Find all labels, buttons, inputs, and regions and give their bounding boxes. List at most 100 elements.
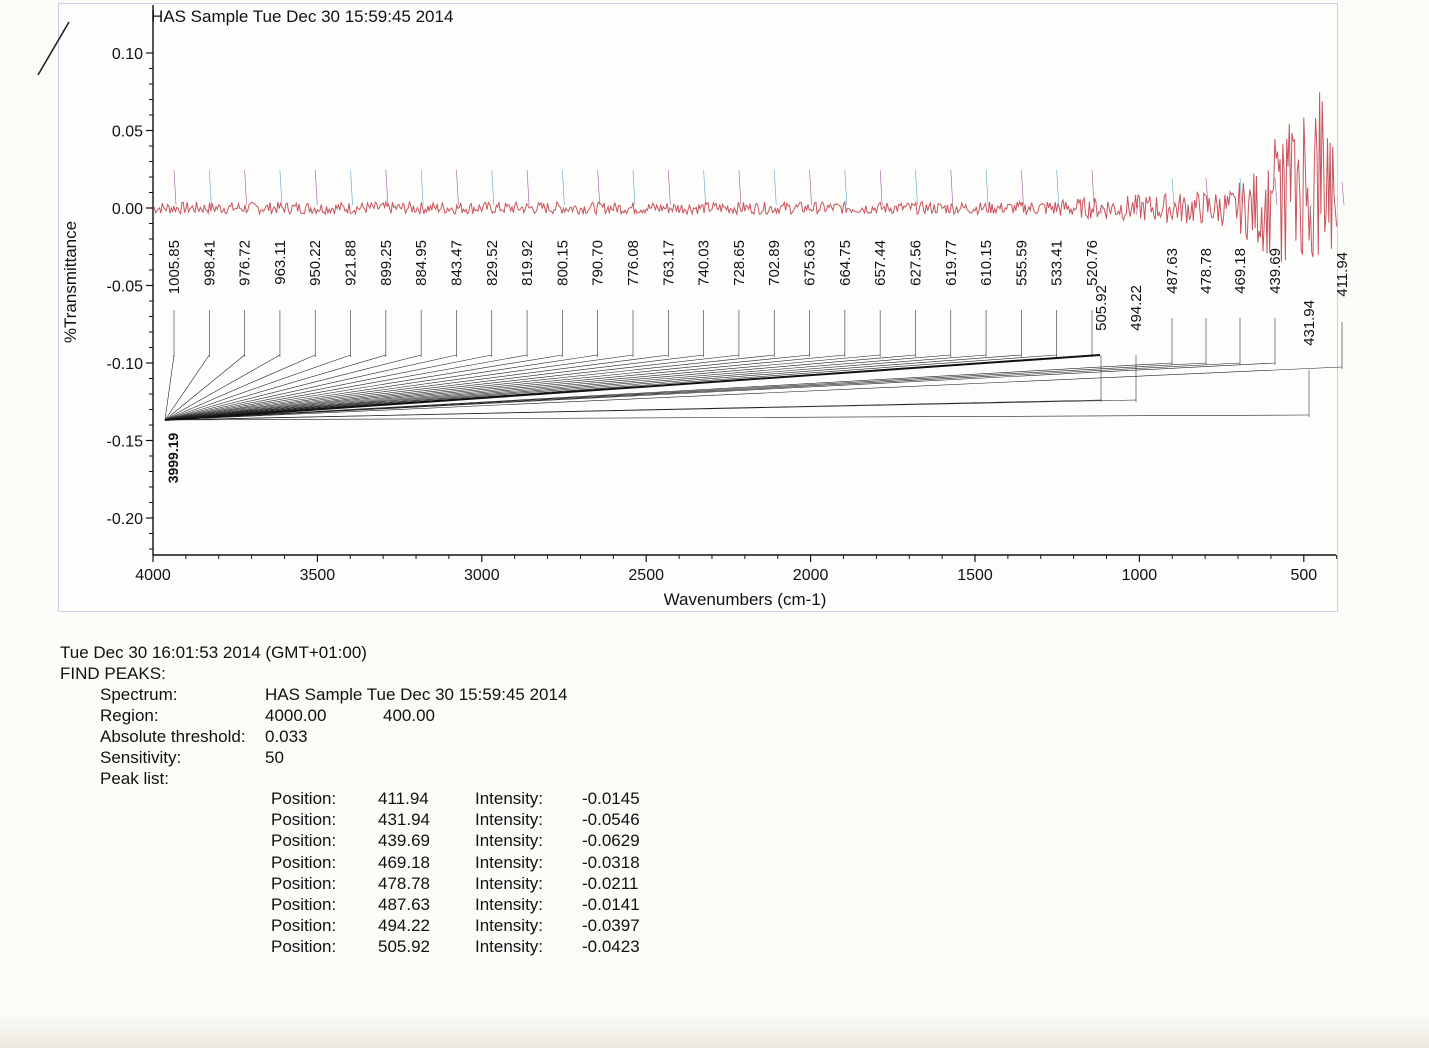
peak-leader — [164, 354, 528, 421]
peak-label: 657.44 — [872, 240, 889, 286]
peak-marker — [950, 169, 954, 206]
peak-label: 740.03 — [696, 240, 713, 286]
y-tick-label: -0.15 — [107, 434, 144, 451]
peak-marker — [738, 169, 742, 206]
spectrum-line — [152, 92, 1338, 262]
peak-label: 675.63 — [802, 240, 819, 286]
position-label: Position: — [271, 810, 337, 830]
peak-marker — [350, 169, 353, 206]
peak-list-label: Peak list: — [100, 769, 169, 788]
peak-label: 627.56 — [907, 240, 924, 286]
peak-marker — [632, 169, 636, 206]
peak-leader — [164, 354, 704, 421]
peak-marker — [1056, 169, 1059, 206]
intensity-label: Intensity: — [475, 831, 544, 851]
peak-marker — [1100, 204, 1104, 216]
position-label: Position: — [271, 789, 337, 808]
peak-leader — [164, 354, 563, 421]
peak-label: 520.76 — [1084, 240, 1101, 286]
report-heading: FIND PEAKS: — [60, 664, 166, 683]
y-axis-label: %Transmittance — [61, 221, 80, 343]
x-tick-label: 1500 — [957, 567, 993, 584]
region-start: 4000.00 — [265, 706, 327, 725]
y-tick-label: -0.10 — [107, 356, 144, 373]
peak-label: 469.18 — [1232, 248, 1249, 294]
position-label: Position: — [271, 916, 337, 936]
x-tick-label: 3000 — [464, 567, 500, 584]
peak-label: 664.75 — [837, 240, 854, 286]
peak-label: 533.41 — [1049, 240, 1066, 286]
x-axis-label: Wavenumbers (cm-1) — [664, 590, 827, 609]
peak-label: 976.72 — [237, 240, 254, 286]
x-tick-label: 2500 — [628, 567, 664, 584]
peak-label: 1005.85 — [166, 240, 183, 294]
peak-marker — [1205, 177, 1209, 206]
peak-marker — [844, 169, 848, 206]
intensity-value: -0.0629 — [582, 831, 640, 851]
peak-marker — [244, 169, 247, 206]
x-tick-label: 500 — [1290, 567, 1317, 584]
y-tick-label: 0.05 — [112, 124, 143, 141]
peak-labels: 1005.85 998.41 976.72 963.11 950.22 921.88 899… — [166, 240, 1351, 346]
threshold-label: Absolute threshold: — [100, 727, 246, 746]
intensity-label: Intensity: — [475, 937, 544, 957]
peak-marker — [1021, 169, 1024, 206]
intensity-value: -0.0145 — [582, 789, 640, 808]
peak-leader — [164, 354, 457, 421]
position-value: 487.63 — [378, 895, 430, 914]
peak-label: 702.89 — [766, 240, 783, 286]
peak-marker — [491, 169, 495, 206]
spectrum-label: Spectrum: — [100, 685, 178, 704]
peak-marker — [915, 169, 918, 206]
peak-leader — [164, 399, 1137, 421]
peak-leader — [164, 354, 634, 421]
peak-label: 763.17 — [660, 240, 677, 286]
intensity-label: Intensity: — [475, 873, 544, 893]
overlapping-peak-labels: 3999.19 — [165, 432, 181, 483]
x-tick-label: 2000 — [793, 567, 829, 584]
leader-bundle — [164, 354, 1101, 421]
peak-label: 843.47 — [448, 240, 465, 286]
position-value: 505.92 — [378, 937, 430, 957]
peak-leader — [164, 362, 1173, 421]
peak-leader — [164, 354, 316, 421]
peak-label: 899.25 — [378, 240, 395, 286]
position-label: Position: — [271, 937, 337, 957]
peak-label: 487.63 — [1164, 248, 1181, 294]
position-value: 469.18 — [378, 852, 430, 872]
peak-leader — [164, 354, 175, 421]
peak-leader — [164, 354, 598, 421]
peak-marker — [1341, 181, 1345, 206]
peak-leader-lines — [164, 169, 1345, 421]
position-value: 411.94 — [378, 789, 429, 808]
report-timestamp: Tue Dec 30 16:01:53 2014 (GMT+01:00) — [60, 643, 367, 662]
peak-leader — [164, 354, 492, 421]
peak-marker — [1171, 177, 1175, 206]
peak-label: 800.15 — [554, 240, 571, 286]
peak-marker — [562, 169, 565, 206]
intensity-value: -0.0211 — [582, 873, 639, 893]
peak-marker — [279, 169, 283, 206]
peak-leader — [164, 354, 916, 421]
intensity-label: Intensity: — [475, 852, 544, 872]
peak-label: 439.69 — [1267, 248, 1284, 294]
peak-label: 884.95 — [413, 240, 430, 286]
intensity-label: Intensity: — [475, 916, 544, 936]
intensity-label: Intensity: — [475, 789, 544, 808]
peak-leader — [164, 354, 987, 421]
x-tick-label: 4000 — [135, 567, 171, 584]
intensity-value: -0.0397 — [582, 916, 640, 936]
spectrum-chart: 0.10 0.05 0.00 -0.05 -0.10 -0.15 -0.20 4000 3500… — [37, 5, 1351, 609]
peak-label: 494.22 — [1128, 285, 1145, 331]
peak-label: 610.15 — [978, 240, 995, 286]
peak-marker — [703, 169, 706, 206]
peak-leader — [164, 354, 669, 421]
peak-marker — [1239, 177, 1243, 206]
position-label: Position: — [271, 895, 337, 914]
peak-marker — [1135, 204, 1139, 216]
spectrum-series — [152, 92, 1338, 262]
peak-label: 921.88 — [343, 240, 360, 286]
sensitivity-value: 50 — [265, 748, 284, 767]
peak-label: 950.22 — [307, 240, 324, 286]
intensity-value: -0.0546 — [582, 810, 640, 830]
